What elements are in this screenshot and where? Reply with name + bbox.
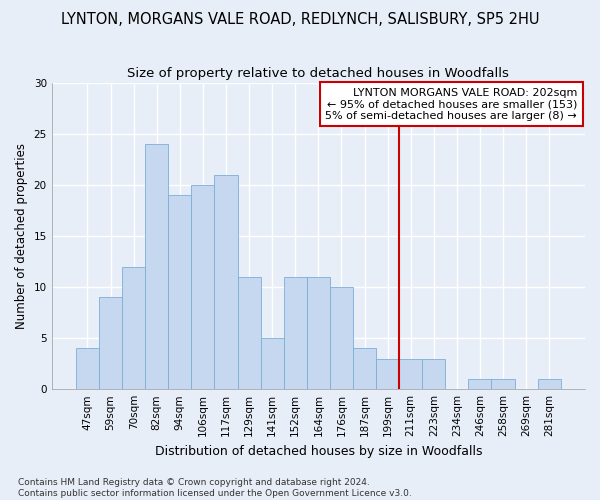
Bar <box>168 196 191 389</box>
Bar <box>214 175 238 389</box>
Text: Contains HM Land Registry data © Crown copyright and database right 2024.
Contai: Contains HM Land Registry data © Crown c… <box>18 478 412 498</box>
X-axis label: Distribution of detached houses by size in Woodfalls: Distribution of detached houses by size … <box>155 444 482 458</box>
Bar <box>330 287 353 389</box>
Bar <box>376 358 399 389</box>
Bar <box>353 348 376 389</box>
Bar <box>76 348 99 389</box>
Bar <box>469 379 491 389</box>
Y-axis label: Number of detached properties: Number of detached properties <box>15 143 28 329</box>
Bar <box>399 358 422 389</box>
Bar <box>122 266 145 389</box>
Bar <box>284 277 307 389</box>
Bar <box>99 298 122 389</box>
Bar <box>538 379 561 389</box>
Bar <box>145 144 168 389</box>
Bar <box>260 338 284 389</box>
Text: LYNTON MORGANS VALE ROAD: 202sqm
← 95% of detached houses are smaller (153)
5% o: LYNTON MORGANS VALE ROAD: 202sqm ← 95% o… <box>325 88 577 121</box>
Bar <box>191 185 214 389</box>
Bar <box>422 358 445 389</box>
Bar <box>307 277 330 389</box>
Title: Size of property relative to detached houses in Woodfalls: Size of property relative to detached ho… <box>127 68 509 80</box>
Bar <box>491 379 515 389</box>
Bar <box>238 277 260 389</box>
Text: LYNTON, MORGANS VALE ROAD, REDLYNCH, SALISBURY, SP5 2HU: LYNTON, MORGANS VALE ROAD, REDLYNCH, SAL… <box>61 12 539 28</box>
